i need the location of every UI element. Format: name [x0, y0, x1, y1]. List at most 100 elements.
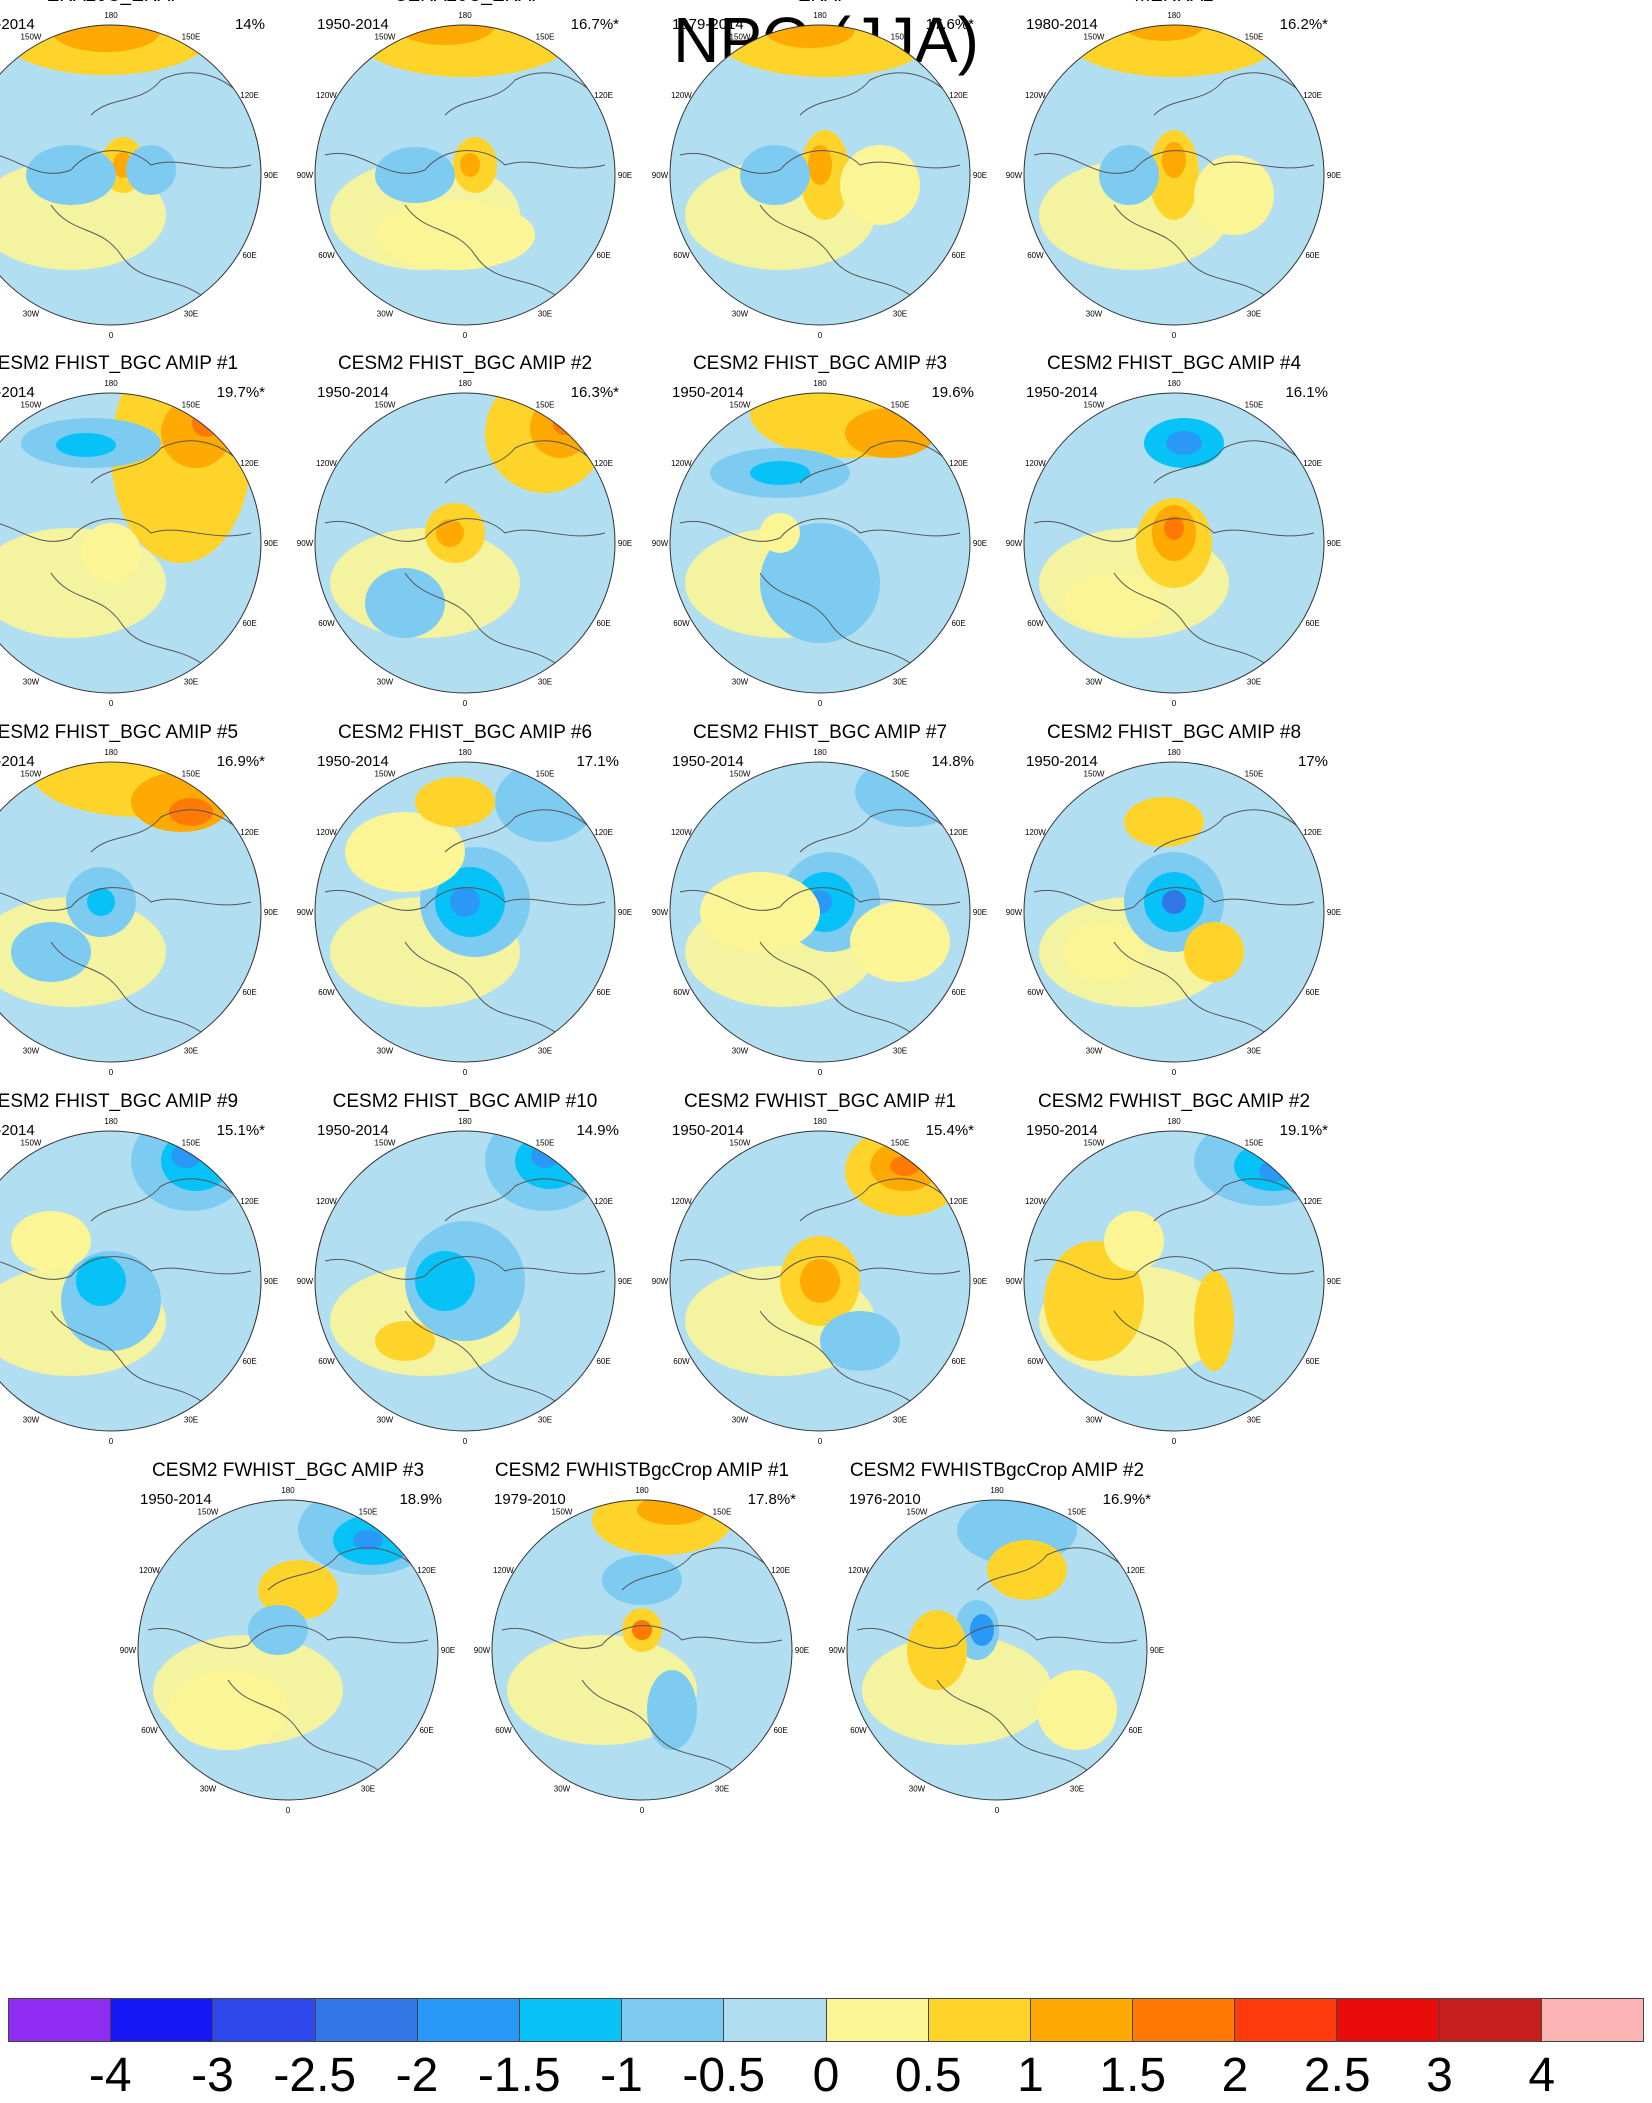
longitude-label: 180	[1167, 11, 1181, 20]
longitude-label: 90W	[1006, 171, 1023, 180]
panel-variance: 18.9%	[399, 1491, 442, 1508]
panel-title: CERA20C_ERAI	[289, 0, 641, 7]
longitude-label: 150E	[536, 1138, 555, 1147]
longitude-label: 90E	[264, 171, 278, 180]
longitude-label: 60E	[951, 619, 965, 628]
colorbar-cell	[9, 1999, 112, 2041]
longitude-label: 90W	[297, 1277, 314, 1286]
longitude-label: 120W	[316, 459, 337, 468]
anomaly-region	[602, 1555, 682, 1605]
colorbar-tick-label: -2.5	[273, 2049, 357, 2102]
panel-period: 1950-2014	[672, 384, 744, 401]
panel-period: 1980-2014	[1026, 16, 1098, 33]
anomaly-region	[460, 153, 480, 177]
anomaly-region	[1124, 25, 1204, 41]
longitude-label: 30E	[184, 678, 198, 687]
longitude-label: 150W	[375, 400, 396, 409]
anomaly-region	[1044, 1241, 1144, 1361]
anomaly-region	[1166, 431, 1202, 455]
anomaly-region	[1124, 797, 1204, 847]
panel-title: CESM2 FWHIST_BGC AMIP #3	[151, 1460, 425, 1481]
panel-period: 1950-2014	[317, 1122, 389, 1139]
longitude-label: 30E	[184, 1047, 198, 1056]
longitude-label: 120E	[1303, 1197, 1322, 1206]
panel-variance: 17.8%*	[747, 1491, 796, 1508]
longitude-label: 30W	[554, 1785, 571, 1794]
longitude-label: 90W	[652, 908, 669, 917]
panel-period: 1950-2014	[1026, 384, 1098, 401]
longitude-label: 90E	[618, 171, 632, 180]
longitude-label: 180	[813, 11, 827, 20]
longitude-label: 60E	[951, 251, 965, 260]
panel-period: 1950-2014	[317, 753, 389, 770]
longitude-label: 150W	[730, 1138, 751, 1147]
anomaly-region	[192, 409, 220, 437]
coastline	[679, 1178, 961, 1402]
panel-variance: 17%	[1297, 753, 1328, 770]
colorbar-cell	[315, 1999, 418, 2041]
colorbar-tick-label: 0	[812, 2049, 840, 2102]
colorbar-cell	[1235, 1999, 1338, 2041]
longitude-label: 150W	[375, 1138, 396, 1147]
panel-title: CESM2 FWHIST_BGC AMIP #2	[1037, 1091, 1311, 1112]
anomaly-region	[840, 145, 920, 225]
panel-variance: 14%	[234, 16, 265, 33]
colorbar-tick-label: 0.5	[894, 2049, 962, 2102]
longitude-label: 30E	[538, 310, 552, 319]
longitude-label: 120E	[417, 1566, 436, 1575]
panel-period: 1950-2014	[1026, 753, 1098, 770]
map-border	[1023, 1130, 1325, 1432]
longitude-label: 120E	[240, 91, 259, 100]
longitude-label: 30W	[23, 310, 40, 319]
panel-title: ERA20C_ERAI	[0, 0, 287, 7]
longitude-label: 90E	[973, 539, 987, 548]
longitude-label: 180	[1167, 1117, 1181, 1126]
longitude-label: 150E	[891, 769, 910, 778]
longitude-label: 90E	[1327, 171, 1341, 180]
anomaly-region	[750, 461, 810, 485]
longitude-label: 180	[813, 748, 827, 757]
longitude-label: 30W	[377, 310, 394, 319]
longitude-label: 90W	[652, 539, 669, 548]
longitude-label: 0	[1172, 1437, 1177, 1446]
longitude-label: 120W	[1025, 459, 1046, 468]
longitude-label: 150E	[1245, 769, 1264, 778]
colorbar-tick-label: -0.5	[682, 2049, 766, 2102]
panel-title: CESM2 FHIST_BGC AMIP #9	[0, 1091, 239, 1112]
panel-title: CESM2 FHIST_BGC AMIP #6	[337, 722, 593, 743]
panel-period: 1979-2010	[494, 1491, 566, 1508]
longitude-label: 150W	[552, 1507, 573, 1516]
panel-period: 1979-2014	[672, 16, 744, 33]
longitude-label: 120E	[1303, 828, 1322, 837]
panel-period: 1950-2014	[1026, 1122, 1098, 1139]
longitude-label: 60E	[242, 619, 256, 628]
panel-variance: 15.4%*	[925, 1122, 974, 1139]
longitude-label: 150E	[1245, 400, 1264, 409]
longitude-label: 180	[813, 1117, 827, 1126]
longitude-label: 180	[458, 11, 472, 20]
longitude-label: 120W	[671, 828, 692, 837]
panel-period: 1950-2014	[0, 753, 35, 770]
longitude-label: 30W	[732, 1047, 749, 1056]
longitude-label: 120W	[493, 1566, 514, 1575]
panel-title: ERAI	[644, 0, 996, 7]
longitude-label: 30E	[715, 1785, 729, 1794]
colorbar-tick-label: 1	[1017, 2049, 1044, 2102]
longitude-label: 90E	[618, 539, 632, 548]
map-panel: CESM2 FHIST_BGC AMIP #3 1950-2014 19.6% 180…	[644, 353, 996, 708]
map-panel: CESM2 FWHIST_BGC AMIP #1 1950-2014 15.4%* 1…	[644, 1091, 996, 1446]
longitude-label: 90W	[1006, 908, 1023, 917]
longitude-label: 180	[104, 379, 118, 388]
panel-title: CESM2 FHIST_BGC AMIP #10	[332, 1091, 598, 1112]
longitude-label: 90E	[618, 1277, 632, 1286]
longitude-label: 150W	[1084, 1138, 1105, 1147]
longitude-label: 60E	[242, 988, 256, 997]
anomaly-region	[632, 1620, 652, 1640]
longitude-label: 180	[1167, 379, 1181, 388]
longitude-label: 150W	[1084, 400, 1105, 409]
map-panel: CESM2 FHIST_BGC AMIP #8 1950-2014 17% 180 15…	[998, 722, 1350, 1077]
longitude-label: 30E	[893, 1416, 907, 1425]
longitude-label: 60W	[318, 1357, 335, 1366]
